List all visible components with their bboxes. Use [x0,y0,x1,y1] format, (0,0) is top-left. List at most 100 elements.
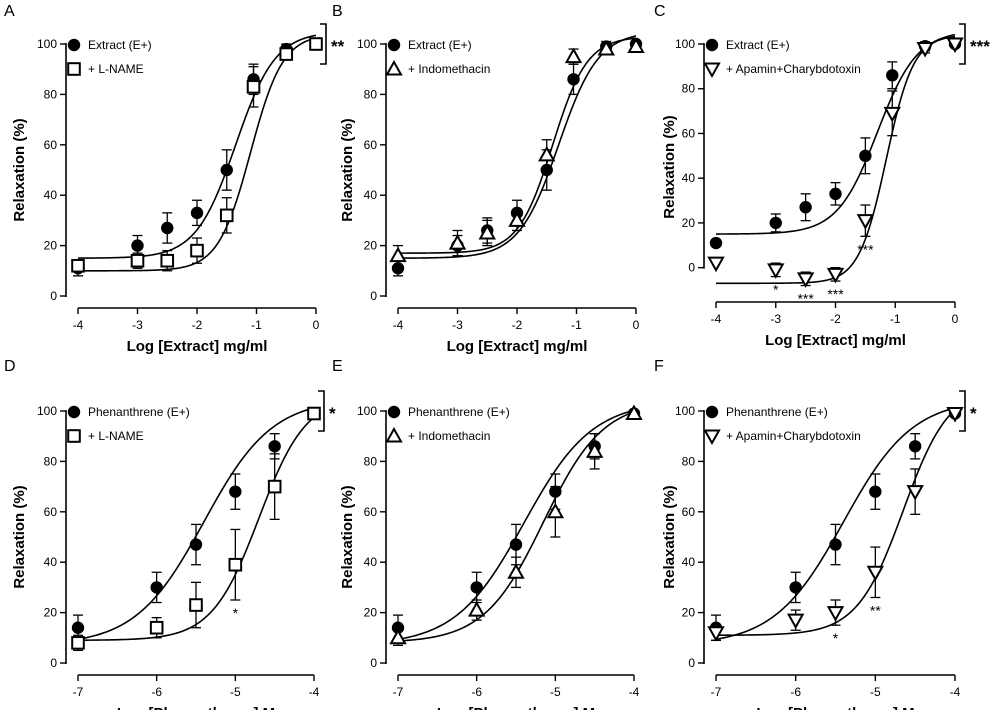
x-tick-label: 0 [633,318,640,332]
data-point-series-1 [549,485,562,498]
y-tick-label: 60 [364,138,378,152]
legend-label-2: + L-NAME [88,62,144,76]
y-tick-label: 80 [364,87,378,101]
y-tick-label: 100 [675,37,695,51]
significance-bracket [959,390,966,432]
y-tick-label: 60 [682,505,696,519]
data-point-series-2 [538,145,556,162]
y-tick-label: 20 [364,239,378,253]
x-tick-label: -1 [571,318,582,332]
significance-label: * [970,404,977,423]
panel-b: B 0 20 40 60 80 100 -4 -3 -2 -1 0 Log [Extract] mg/m… [332,3,645,355]
x-tick-label: -2 [192,318,203,332]
x-tick-label: 0 [313,318,320,332]
data-point-series-1 [131,239,144,252]
x-tick-label: -4 [629,685,640,699]
data-point-series-2 [389,628,407,645]
x-axis-label: Log [Extract] mg/ml [127,338,268,355]
data-point-series-1 [540,163,553,177]
x-tick-label: -6 [151,685,162,699]
data-point-series-1 [391,262,405,275]
data-point-series-2 [130,253,145,268]
fit-curve-1 [397,35,637,259]
significance-marker: *** [797,291,814,307]
data-point-series-2 [585,442,604,458]
data-point-series-1 [229,485,242,498]
data-point-series-2 [946,407,964,423]
panel-letter: C [654,3,666,20]
data-point-series-2 [71,258,85,273]
x-tick-label: -7 [711,685,722,699]
panel-f: F 0 20 40 60 80 100 -7 -6 -5 -4 Log [Phenanthrene] … [654,358,977,710]
legend-label-2: + Apamin+Charybdotoxin [726,429,861,443]
significance-marker: * [233,605,239,621]
legend-label-1: Extract (E+) [88,38,152,52]
x-tick-label: -3 [770,312,781,326]
x-axis-label: Log [Phenanthrene] M [756,705,914,710]
y-tick-label: 80 [364,454,378,468]
panel-e: E 0 20 40 60 80 100 -7 -6 -5 -4 Log [Phenanthrene] … [332,358,643,710]
x-tick-label: -2 [512,318,523,332]
significance-bracket [318,390,325,432]
data-point-series-1 [509,538,523,551]
significance-label: * [329,404,336,423]
data-point-series-1 [161,221,174,235]
x-tick-label: -5 [230,685,241,699]
y-tick-label: 40 [364,555,378,569]
y-tick-label: 100 [357,404,377,418]
y-axis-label: Relaxation (%) [339,118,356,221]
significance-marker: ** [870,602,881,618]
y-axis-label: Relaxation (%) [339,485,356,588]
data-point-series-2 [507,563,525,579]
legend-marker-2 [703,62,721,79]
data-point-series-2 [866,565,885,582]
data-point-series-2 [564,47,583,64]
x-axis-label: Log [Phenanthrene] M [437,705,595,710]
legend-marker-1 [387,405,401,419]
panel-letter: B [332,3,343,20]
x-tick-label: -5 [550,685,561,699]
panel-letter: F [654,358,664,375]
data-point-series-2 [625,404,643,421]
y-axis-label: Relaxation (%) [11,485,28,588]
x-tick-label: -2 [830,312,841,326]
legend-marker-2 [385,426,403,443]
data-point-series-1 [829,187,842,201]
significance-marker: *** [827,286,844,302]
data-point-series-2 [448,234,467,250]
x-tick-label: -4 [711,312,722,326]
data-point-series-2 [627,37,645,54]
data-point-series-1 [71,621,85,634]
y-tick-label: 0 [50,289,57,303]
x-tick-label: -6 [471,685,482,699]
y-tick-label: 100 [37,37,57,51]
y-tick-label: 0 [370,289,377,303]
data-point-series-2 [219,208,234,223]
data-point-series-1 [789,581,802,594]
x-tick-label: -7 [393,685,404,699]
significance-marker: * [833,630,839,646]
panel-c: C 0 20 40 60 80 100 -4 -3 -2 -1 0 Log [Extract] mg/m… [654,3,990,349]
x-tick-label: -1 [251,318,262,332]
legend-label-2: + Indomethacin [408,429,490,443]
x-tick-label: -1 [890,312,901,326]
data-point-series-2 [309,37,323,51]
data-point-series-2 [279,47,294,61]
legend-marker-2 [703,429,721,446]
x-axis-label: Log [Extract] mg/ml [447,338,588,355]
significance-marker: * [773,282,779,298]
y-tick-label: 40 [44,555,58,569]
data-point-series-2 [856,214,875,230]
data-point-series-2 [467,601,486,617]
data-point-series-1 [268,440,281,453]
x-tick-label: 0 [952,312,959,326]
significance-bracket [959,23,966,65]
y-axis-label: Relaxation (%) [661,485,678,588]
data-point-series-2 [190,243,204,258]
legend-label-1: Extract (E+) [408,38,472,52]
data-point-series-2 [946,37,964,54]
data-point-series-2 [786,613,805,630]
y-tick-label: 20 [682,216,696,230]
data-point-series-1 [567,73,580,86]
